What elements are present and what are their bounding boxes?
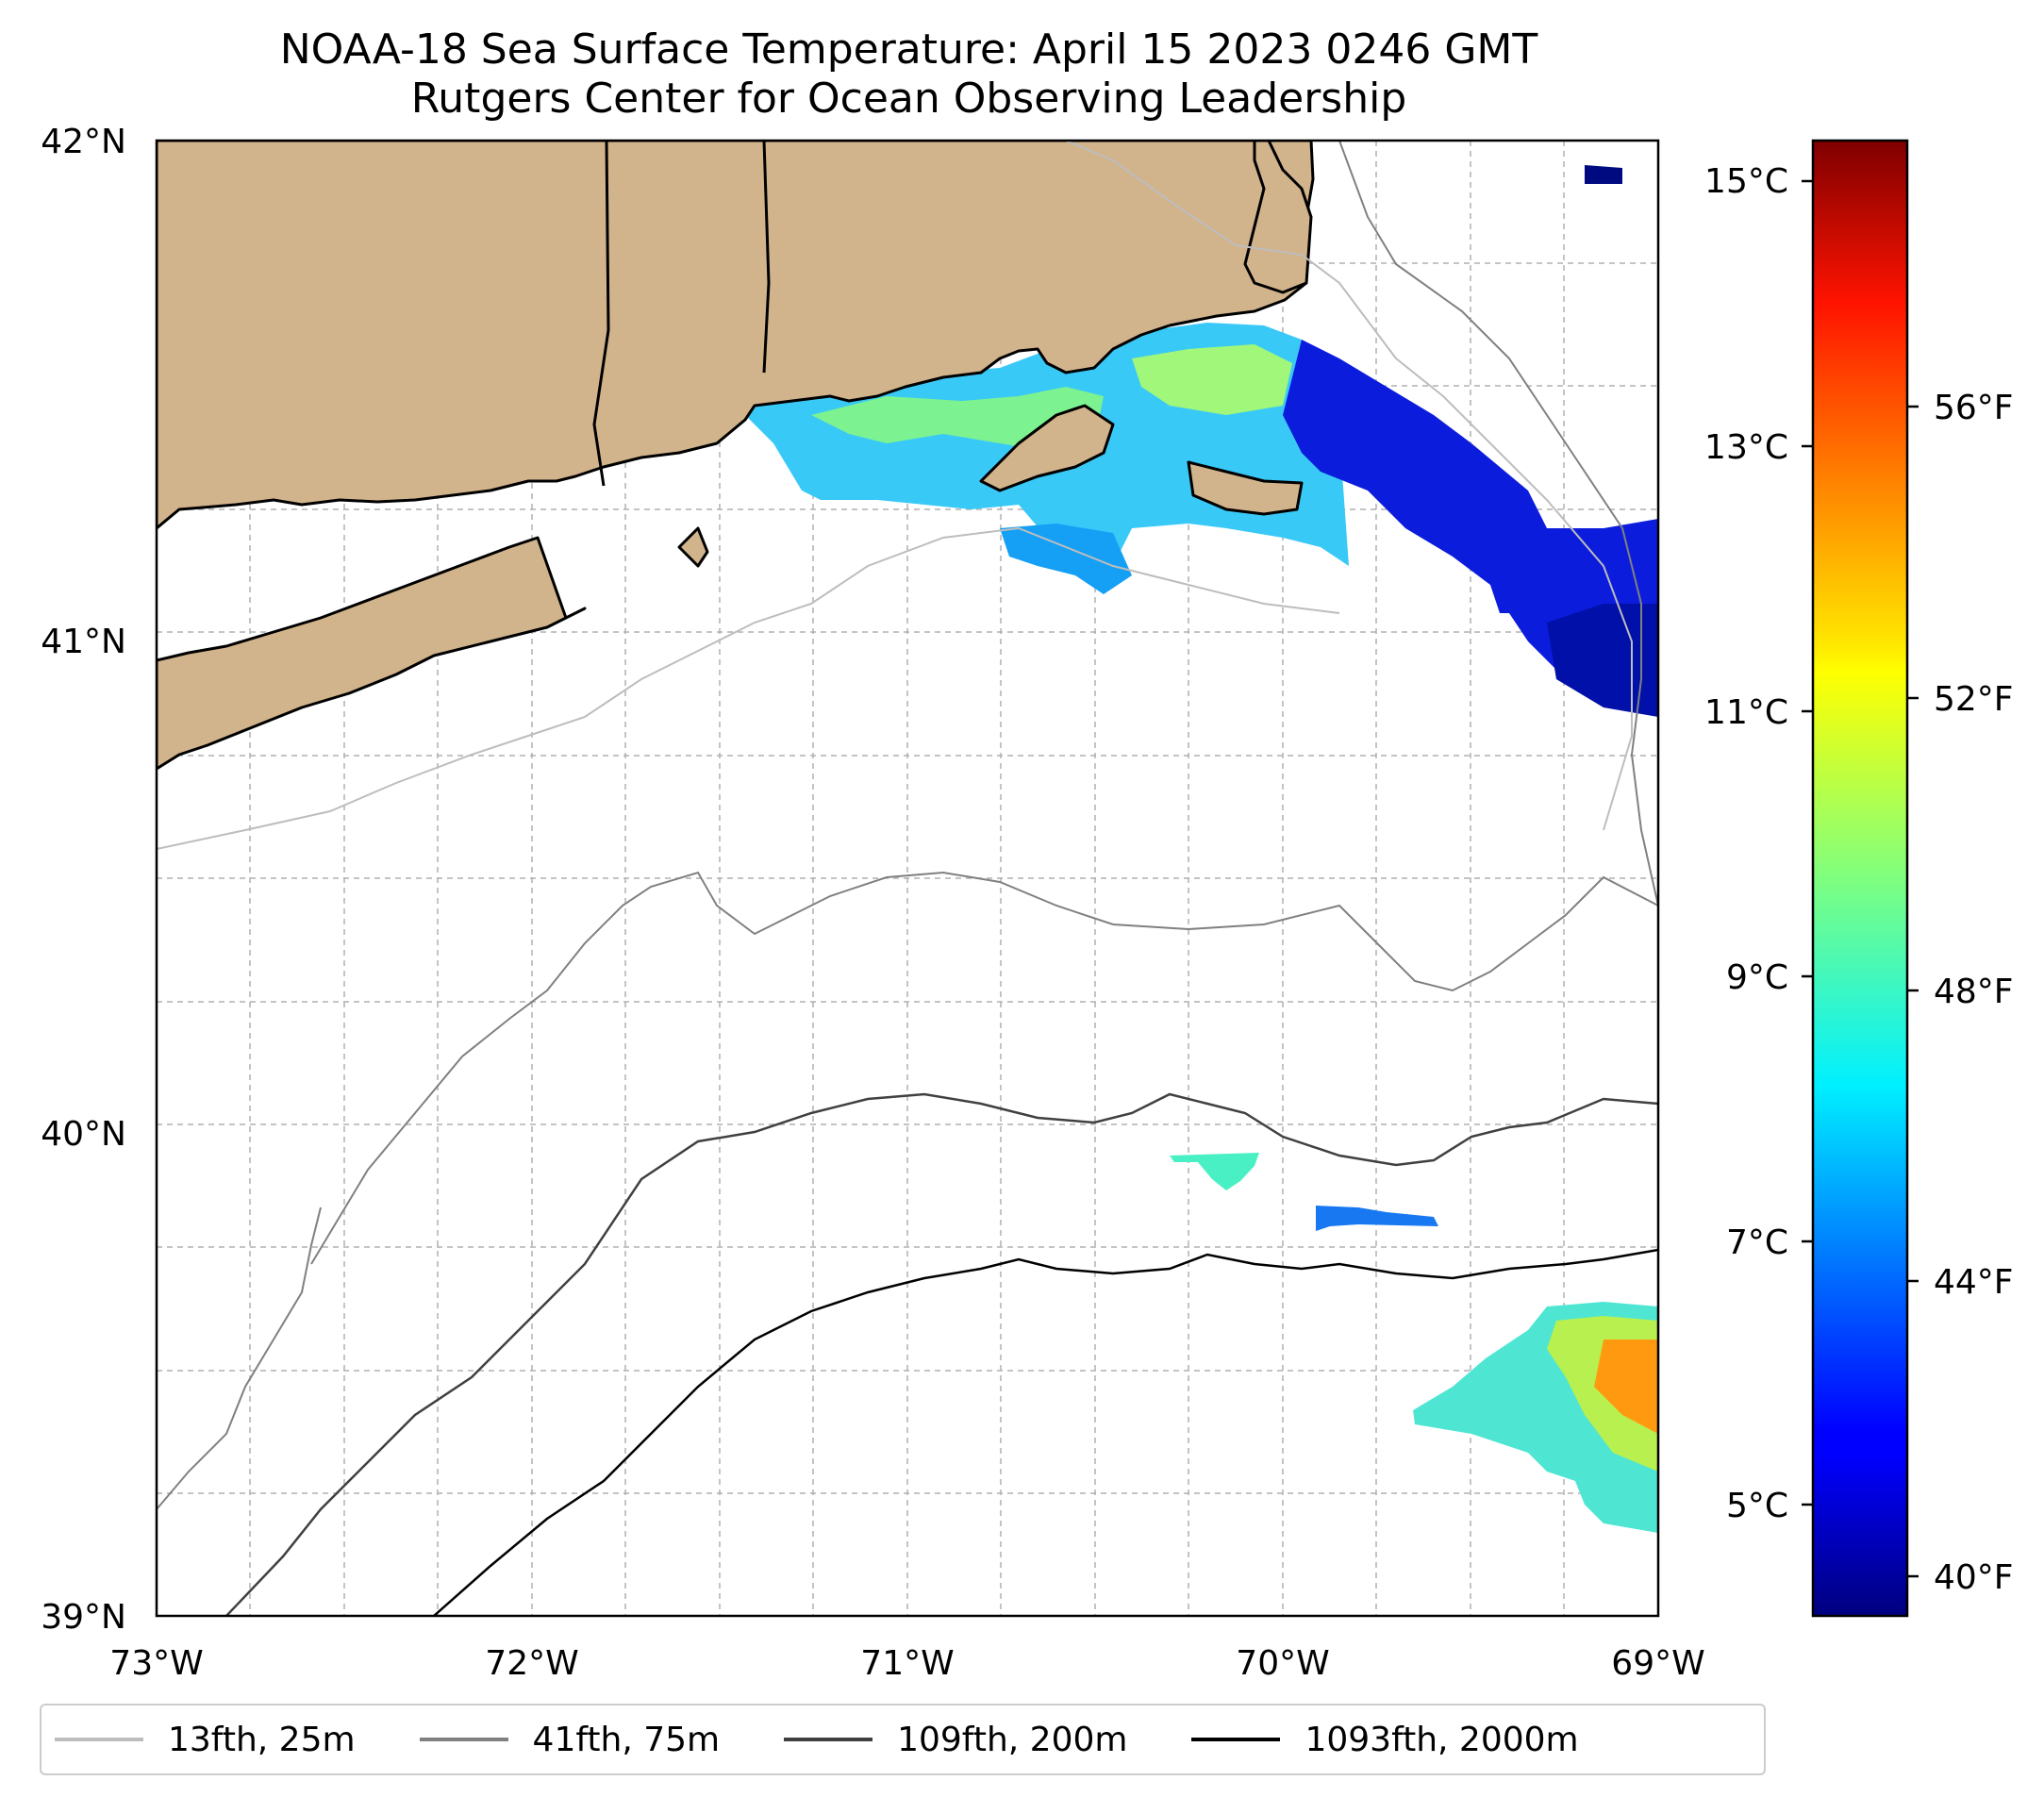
map-title: NOAA-18 Sea Surface Temperature: April 1… <box>279 25 1538 74</box>
y-tick-label: 40°N <box>41 1115 126 1154</box>
legend-line-25m <box>55 1738 143 1741</box>
legend-item-75m: 41fth, 75m <box>419 1720 721 1759</box>
colorbar-gradient <box>1811 139 1909 1618</box>
legend-label: 109fth, 200m <box>897 1720 1128 1759</box>
x-axis-labels: 73°W 72°W 71°W 70°W 69°W <box>109 1644 1704 1683</box>
y-tick-label: 39°N <box>41 1598 126 1637</box>
x-tick-label: 70°W <box>1236 1644 1329 1683</box>
celsius-tick-label: 9°C <box>1726 958 1788 997</box>
fahrenheit-tick-label: 48°F <box>1934 973 2014 1011</box>
y-tick-label: 42°N <box>41 123 126 161</box>
contour-legend: 13fth, 25m 41fth, 75m 109fth, 200m 1093f… <box>40 1704 1766 1775</box>
legend-label: 1093fth, 2000m <box>1305 1720 1579 1759</box>
fahrenheit-tick-label: 40°F <box>1934 1558 2014 1597</box>
legend-label: 13fth, 25m <box>168 1720 356 1759</box>
bathymetry-contours <box>157 141 1658 1616</box>
celsius-tick-label: 7°C <box>1726 1223 1788 1262</box>
x-tick-label: 69°W <box>1611 1644 1704 1683</box>
legend-line-2000m <box>1191 1738 1281 1741</box>
x-tick-label: 71°W <box>860 1644 954 1683</box>
y-tick-label: 41°N <box>41 623 126 661</box>
fahrenheit-tick-label: 56°F <box>1934 389 2014 427</box>
fahrenheit-tick-label: 44°F <box>1934 1263 2014 1302</box>
map-area <box>157 141 1658 1616</box>
land <box>157 141 1315 771</box>
legend-item-2000m: 1093fth, 2000m <box>1191 1720 1579 1759</box>
x-tick-label: 73°W <box>109 1644 203 1683</box>
legend-line-75m <box>419 1738 508 1741</box>
x-tick-label: 72°W <box>485 1644 578 1683</box>
legend-label: 41fth, 75m <box>532 1720 721 1759</box>
y-axis-labels: 42°N 41°N 40°N 39°N <box>41 123 126 1637</box>
celsius-tick-label: 11°C <box>1704 693 1788 732</box>
legend-item-200m: 109fth, 200m <box>784 1721 1127 1759</box>
legend-line-200m <box>784 1738 873 1741</box>
map-subtitle: Rutgers Center for Ocean Observing Leade… <box>410 75 1407 123</box>
celsius-tick-label: 13°C <box>1704 428 1788 467</box>
celsius-tick-label: 15°C <box>1704 162 1788 201</box>
celsius-tick-label: 5°C <box>1726 1487 1788 1525</box>
legend-item-25m: 13fth, 25m <box>55 1721 356 1759</box>
fahrenheit-tick-label: 52°F <box>1934 680 2014 719</box>
colorbar: 15°C 13°C 11°C 9°C 7°C 5°C 56°F 52°F 48°… <box>1704 139 2014 1618</box>
gridlines <box>157 141 1658 1616</box>
